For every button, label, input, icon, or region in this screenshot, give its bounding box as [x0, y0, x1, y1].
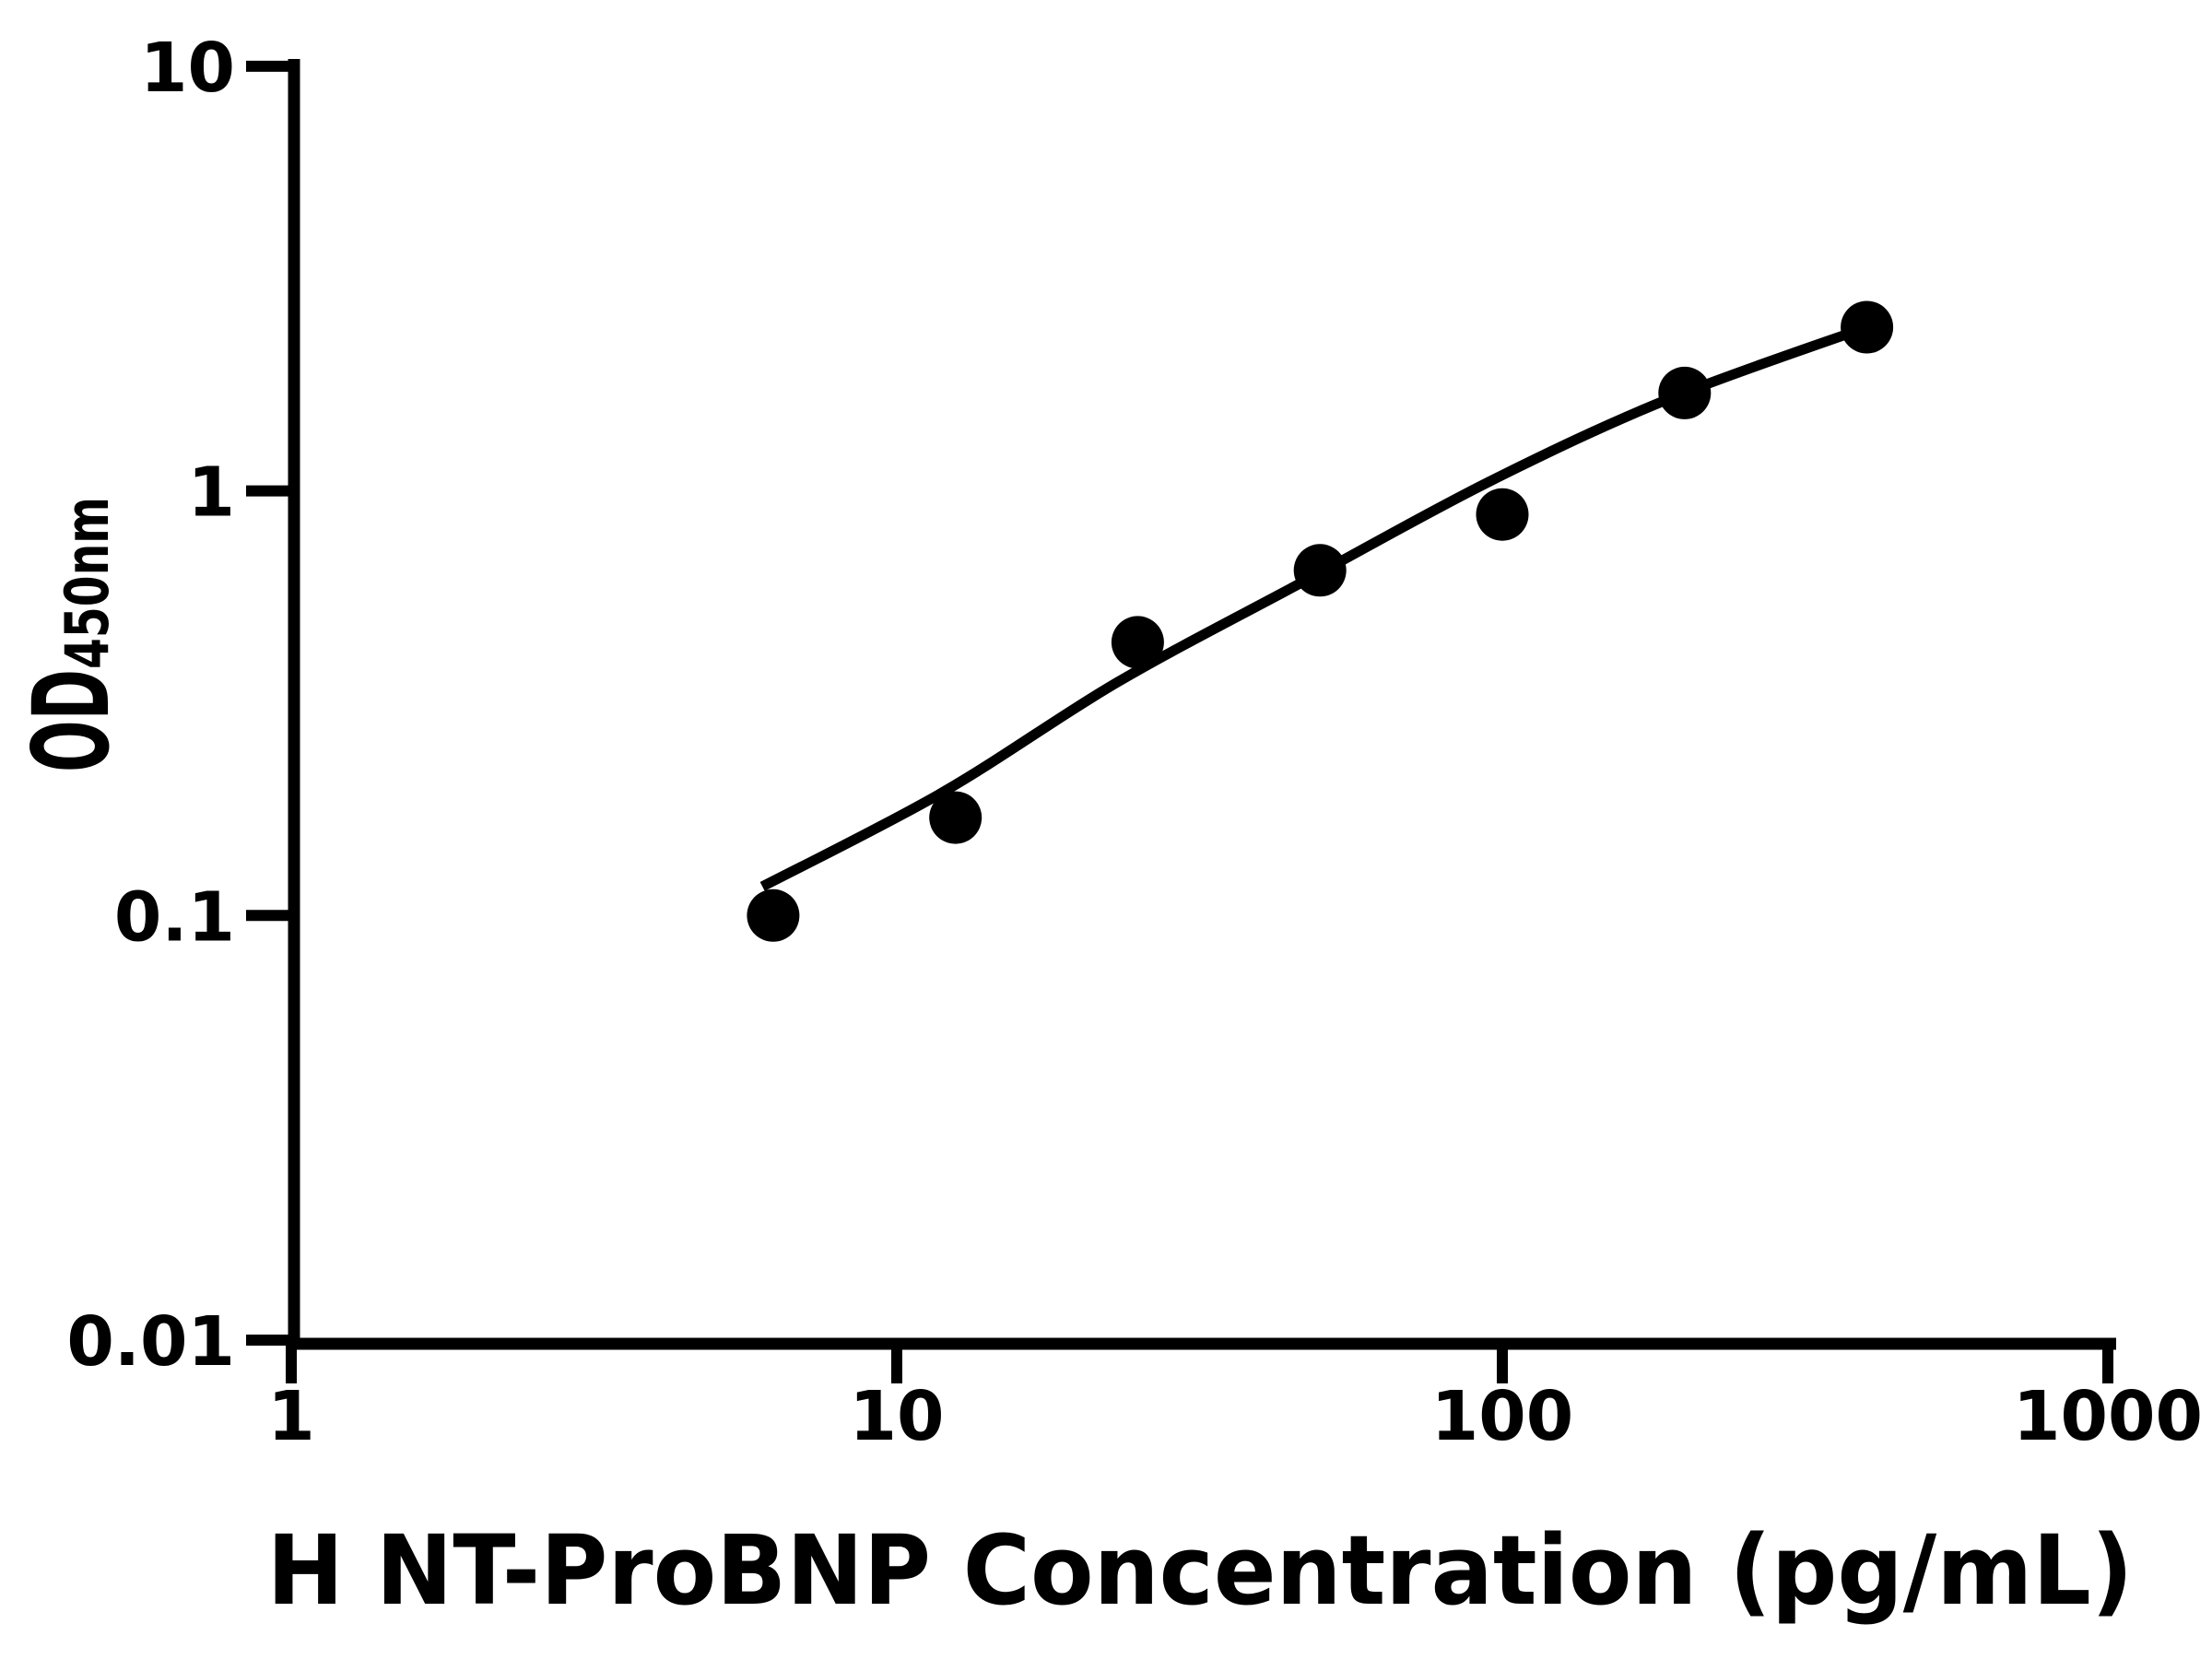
data-point	[747, 888, 800, 942]
y-ticks-group: 10 1 0.1 0.01	[66, 29, 294, 1382]
x-ticks-group: 1 10 100 1000	[267, 1344, 2203, 1456]
x-tick-label: 100	[1431, 1377, 1573, 1456]
axes-group	[288, 59, 2116, 1350]
data-point	[1841, 300, 1894, 354]
y-tick-label: 1	[188, 453, 236, 533]
x-tick-label: 1	[267, 1377, 315, 1456]
data-point	[1111, 616, 1164, 669]
data-point	[1658, 366, 1712, 419]
x-tick-label: 1000	[2013, 1377, 2203, 1456]
x-tick-label: 10	[850, 1377, 945, 1456]
data-point	[1476, 488, 1529, 541]
x-axis-title: H NT-ProBNP Concentration (pg/mL)	[267, 1514, 2134, 1627]
data-point	[1293, 544, 1347, 597]
data-points-group	[747, 300, 1894, 942]
y-axis-title-main: OD	[10, 669, 133, 772]
data-point	[929, 791, 982, 844]
y-axis-title-subscript: 450nm	[53, 497, 123, 669]
y-tick-label: 0.1	[114, 877, 235, 957]
y-axis-title: OD450nm	[10, 497, 133, 772]
y-tick-label: 10	[140, 29, 235, 108]
y-tick-label: 0.01	[66, 1302, 235, 1382]
